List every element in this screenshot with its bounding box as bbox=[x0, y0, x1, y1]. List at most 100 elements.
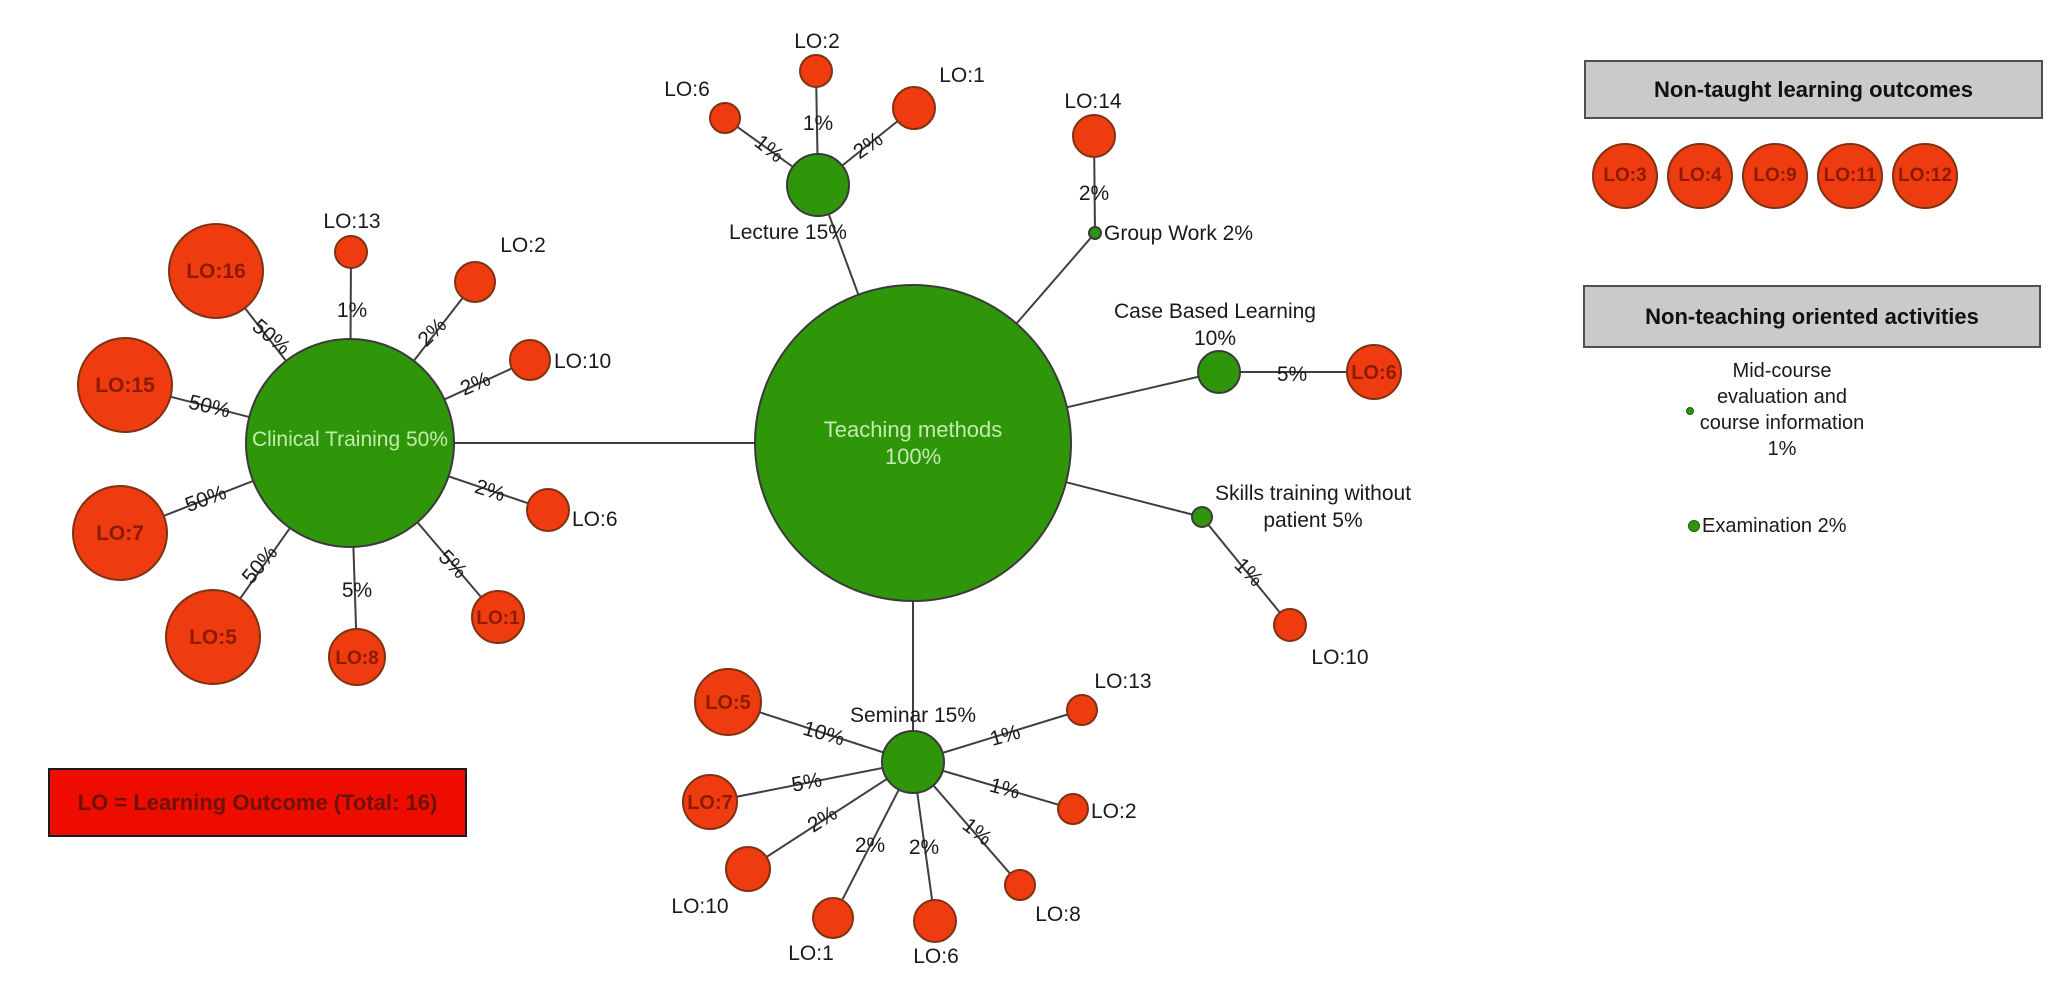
non-taught-outcome-label: LO:3 bbox=[1603, 165, 1647, 186]
node-label-lec-lo1: LO:1 bbox=[939, 64, 985, 87]
node-lec-lo6 bbox=[709, 102, 741, 134]
node-label-sem-lo8: LO:8 bbox=[1035, 903, 1081, 926]
node-cbl bbox=[1197, 350, 1241, 394]
non-taught-outcome-label: LO:11 bbox=[1823, 165, 1877, 186]
node-label-ct-lo5: LO:5 bbox=[189, 626, 237, 649]
legend-label: LO = Learning Outcome (Total: 16) bbox=[77, 789, 438, 815]
edge-percent-seminar-sem-lo10: 2% bbox=[804, 802, 842, 838]
mid-course-line: course information bbox=[1699, 412, 1865, 434]
node-sem-lo2 bbox=[1057, 793, 1089, 825]
non-teaching-header: Non-teaching oriented activities bbox=[1583, 285, 2041, 348]
node-label-ct-lo1: LO:1 bbox=[476, 608, 520, 629]
non-taught-header: Non-taught learning outcomes bbox=[1584, 60, 2043, 119]
node-label-teaching: Teaching methods bbox=[824, 417, 1003, 442]
edge-percent-clinical-ct-lo13: 1% bbox=[337, 299, 367, 322]
node-label-gw-lo14: LO:14 bbox=[1064, 90, 1122, 113]
non-taught-outcome-label: LO:4 bbox=[1678, 165, 1722, 186]
node-label-ct-lo6: LO:6 bbox=[572, 508, 618, 531]
node-sem-lo7 bbox=[682, 774, 738, 830]
non-teaching-header-label: Non-teaching oriented activities bbox=[1645, 303, 1979, 329]
node-label-sk-lo10: LO:10 bbox=[1311, 646, 1368, 669]
node-ct-lo8 bbox=[328, 628, 386, 686]
node-ct-lo15 bbox=[77, 337, 173, 433]
node-lecture bbox=[786, 153, 850, 217]
edge-percent-clinical-ct-lo7: 50% bbox=[182, 481, 229, 517]
node-ct-lo13 bbox=[334, 235, 368, 269]
node-label-cbl-lo6: LO:6 bbox=[1351, 362, 1397, 384]
non-taught-outcome-circle: LO:12 bbox=[1892, 143, 1958, 209]
node-label-lecture: Lecture 15% bbox=[729, 221, 847, 244]
non-taught-outcome-circle: LO:9 bbox=[1742, 143, 1808, 209]
node-label-lec-lo2: LO:2 bbox=[794, 30, 840, 53]
node-label-sem-lo6: LO:6 bbox=[913, 945, 959, 968]
node-label-ct-lo16: LO:16 bbox=[186, 260, 246, 283]
edge-seminar-sem-lo10 bbox=[747, 761, 914, 870]
legend-box: LO = Learning Outcome (Total: 16) bbox=[48, 768, 467, 837]
node-skills bbox=[1191, 506, 1213, 528]
non-taught-outcomes-row: LO:3 LO:4 LO:9 LO:11 LO:12 bbox=[1592, 143, 1958, 209]
examination-dot-icon bbox=[1688, 520, 1700, 532]
edge-percent-seminar-sem-lo5: 10% bbox=[800, 717, 847, 751]
node-label-sem-lo7: LO:7 bbox=[687, 792, 733, 814]
node-sem-lo1 bbox=[812, 897, 854, 939]
edge-percent-clinical-ct-lo10: 2% bbox=[457, 367, 494, 400]
node-gw-lo14 bbox=[1072, 114, 1116, 158]
node-label-sem-lo5: LO:5 bbox=[705, 692, 751, 714]
node-label-cbl: Case Based Learning bbox=[1114, 300, 1316, 323]
node-label-groupwork: Group Work 2% bbox=[1104, 222, 1253, 245]
node-lec-lo1 bbox=[892, 86, 936, 130]
edge-percent-lecture-lec-lo6: 1% bbox=[750, 130, 788, 167]
node-label-ct-lo13: LO:13 bbox=[323, 210, 380, 233]
node-lec-lo2 bbox=[799, 54, 833, 88]
node-label-ct-lo2: LO:2 bbox=[500, 234, 546, 257]
node-label-ct-lo15: LO:15 bbox=[95, 374, 155, 397]
edge-percent-cbl-cbl-lo6: 5% bbox=[1277, 363, 1307, 386]
mid-course-dot-icon bbox=[1686, 407, 1694, 415]
node-label-skills: Skills training without bbox=[1215, 482, 1411, 505]
node-groupwork bbox=[1088, 226, 1102, 240]
node-teaching bbox=[754, 284, 1072, 602]
edge-seminar-sem-lo7 bbox=[709, 761, 914, 803]
mid-course-line: Mid-course bbox=[1732, 360, 1832, 382]
node-label-teaching: 100% bbox=[885, 444, 941, 469]
node-sem-lo6 bbox=[913, 899, 957, 943]
node-label-lec-lo6: LO:6 bbox=[664, 78, 710, 101]
node-ct-lo1 bbox=[471, 590, 525, 644]
node-clinical bbox=[245, 338, 455, 548]
mid-course-line: 1% bbox=[1767, 438, 1797, 460]
non-taught-outcome-circle: LO:11 bbox=[1817, 143, 1883, 209]
node-ct-lo5 bbox=[165, 589, 261, 685]
node-seminar bbox=[881, 730, 945, 794]
edge-percent-lecture-lec-lo2: 1% bbox=[803, 112, 833, 135]
node-ct-lo6 bbox=[526, 488, 570, 532]
edge-percent-seminar-sem-lo1: 2% bbox=[855, 834, 885, 857]
edge-percent-seminar-sem-lo7: 5% bbox=[790, 768, 824, 796]
non-taught-outcome-label: LO:12 bbox=[1898, 165, 1952, 186]
edge-percent-seminar-sem-lo2: 1% bbox=[987, 774, 1022, 804]
mid-course-line: evaluation and bbox=[1716, 386, 1848, 408]
node-label-sem-lo10: LO:10 bbox=[671, 895, 728, 918]
node-sem-lo8 bbox=[1004, 869, 1036, 901]
edge-percent-seminar-sem-lo6: 2% bbox=[909, 836, 939, 859]
edge-skills-sk-lo10 bbox=[1201, 516, 1291, 626]
node-ct-lo10 bbox=[509, 339, 551, 381]
edge-percent-groupwork-gw-lo14: 2% bbox=[1079, 182, 1109, 205]
node-label-sem-lo13: LO:13 bbox=[1094, 670, 1151, 693]
node-label-ct-lo8: LO:8 bbox=[335, 648, 378, 669]
non-taught-outcome-circle: LO:4 bbox=[1667, 143, 1733, 209]
node-ct-lo16 bbox=[168, 223, 264, 319]
non-taught-outcome-circle: LO:3 bbox=[1592, 143, 1658, 209]
node-label-cbl: 10% bbox=[1194, 327, 1236, 350]
non-taught-header-label: Non-taught learning outcomes bbox=[1654, 76, 1973, 102]
node-sem-lo10 bbox=[725, 846, 771, 892]
examination-activity: Examination 2% bbox=[1702, 515, 1847, 537]
node-label-seminar: Seminar 15% bbox=[850, 704, 976, 727]
mid-course-activity: Mid-course evaluation and course informa… bbox=[1667, 358, 1897, 462]
node-sk-lo10 bbox=[1273, 608, 1307, 642]
node-ct-lo2 bbox=[454, 261, 496, 303]
node-sem-lo5 bbox=[694, 668, 762, 736]
node-label-clinical: Clinical Training 50% bbox=[252, 428, 448, 451]
node-label-sem-lo2: LO:2 bbox=[1091, 800, 1137, 823]
